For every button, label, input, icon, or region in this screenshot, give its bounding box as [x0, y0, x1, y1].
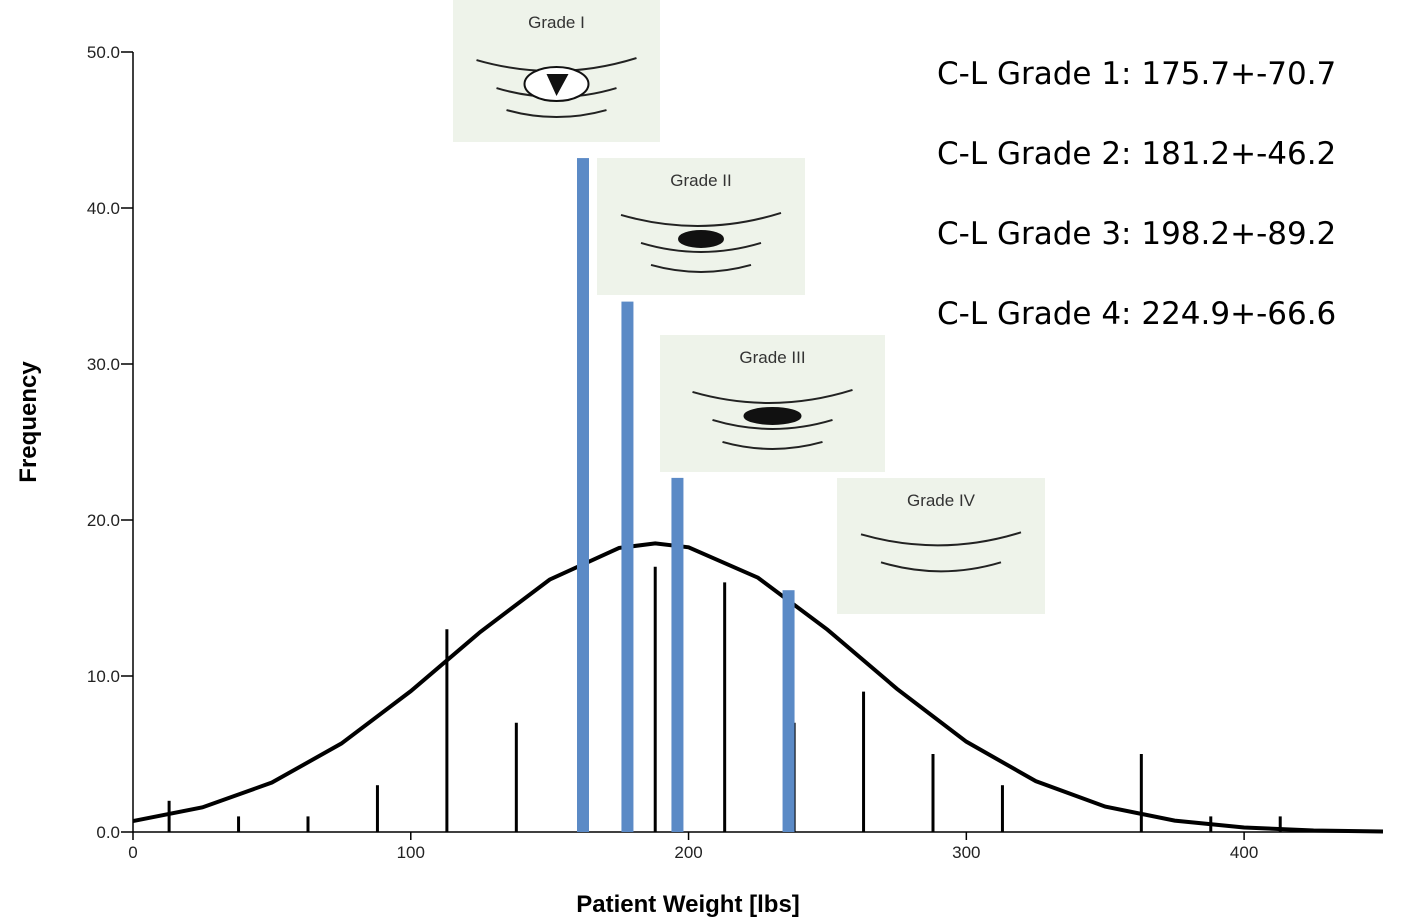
y-tick-label: 10.0 [87, 667, 120, 686]
y-tick-label: 30.0 [87, 355, 120, 374]
highlight-bar [782, 590, 795, 832]
y-tick-label: 40.0 [87, 199, 120, 218]
cords [546, 74, 569, 97]
annotation: C-L Grade 1: 175.7+-70.7 [937, 56, 1336, 92]
drawing [620, 211, 782, 227]
drawing [860, 531, 1022, 547]
drawing [506, 109, 607, 118]
annotation: C-L Grade 2: 181.2+-46.2 [937, 136, 1336, 172]
grade-image: Grade I [453, 0, 660, 142]
y-axis-title: Frequency [15, 361, 42, 483]
glottis [743, 406, 802, 425]
drawing [722, 440, 823, 450]
highlight-bar [671, 477, 684, 832]
grade-label: Grade IV [907, 491, 976, 510]
drawing [880, 561, 1002, 573]
annotation: C-L Grade 4: 224.9+-66.6 [937, 296, 1336, 332]
grade-label: Grade I [528, 13, 585, 32]
drawing [650, 263, 752, 273]
fit-curve [132, 541, 1384, 834]
annotation: C-L Grade 3: 198.2+-89.2 [937, 216, 1336, 252]
x-tick-label: 400 [1230, 843, 1258, 862]
grade-image: Grade II [597, 158, 805, 295]
drawing [712, 418, 833, 430]
grade-label: Grade II [670, 171, 731, 190]
glottis [678, 229, 724, 248]
y-tick-label: 50.0 [87, 43, 120, 62]
x-tick-label: 100 [397, 843, 425, 862]
x-tick-label: 0 [128, 843, 137, 862]
x-tick-label: 300 [952, 843, 980, 862]
x-tick-label: 200 [674, 843, 702, 862]
x-axis-title: Patient Weight [lbs] [576, 891, 800, 918]
highlight-bar [621, 301, 634, 833]
grade-image: Grade III [660, 335, 885, 472]
grade-label: Grade III [739, 348, 805, 367]
highlight-bar [577, 158, 589, 832]
grade-image: Grade IV [837, 478, 1045, 614]
drawing [692, 388, 853, 404]
y-tick-label: 20.0 [87, 511, 120, 530]
y-tick-label: 0.0 [96, 823, 120, 842]
drawing [640, 241, 762, 253]
